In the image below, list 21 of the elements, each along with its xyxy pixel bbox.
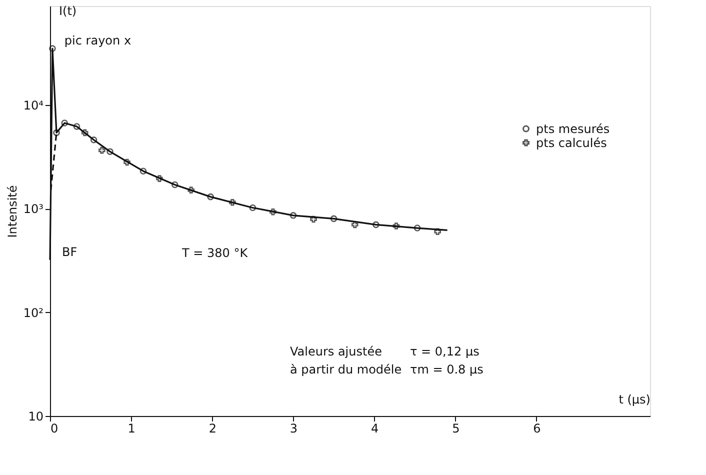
- legend-label: pts calculés: [536, 136, 607, 150]
- x-tick-label: 5: [452, 422, 460, 436]
- x-axis-title: t (μs): [618, 392, 650, 406]
- annotation: Valeurs ajustée à partir du modéle: [290, 344, 402, 376]
- y-tick-label: 10²: [23, 306, 44, 320]
- x-tick-label: 6: [533, 422, 541, 436]
- annotation: pic rayon x: [64, 34, 132, 48]
- annotation: T = 380 °K: [181, 246, 249, 260]
- y-tick-label: 10³: [23, 202, 44, 216]
- annotation: τ = 0,12 μs τm = 0.8 μs: [410, 344, 484, 376]
- y-tick-label: 10⁴: [23, 98, 44, 112]
- x-tick-label: 4: [371, 422, 379, 436]
- x-tick-label: 0: [50, 422, 58, 436]
- y-tick-label: 10: [28, 410, 44, 424]
- x-tick-label: 1: [128, 422, 136, 436]
- legend-label: pts mesurés: [536, 122, 610, 136]
- annotation: I(t): [59, 4, 77, 18]
- annotation: BF: [62, 244, 78, 259]
- y-axis-title: Intensité: [5, 185, 20, 238]
- x-tick-label: 3: [290, 422, 298, 436]
- x-tick-label: 2: [208, 422, 216, 436]
